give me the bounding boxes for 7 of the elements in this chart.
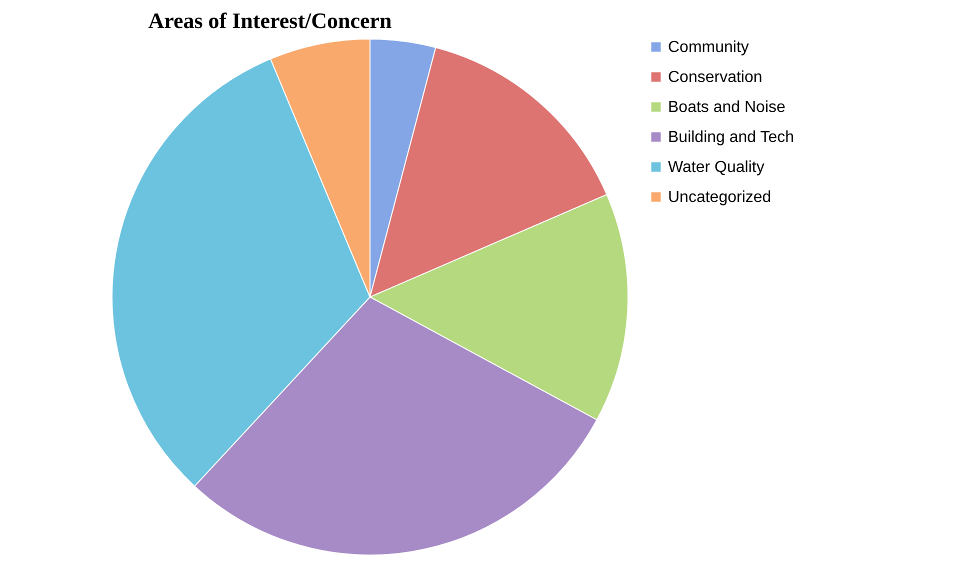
legend-label: Community	[668, 39, 749, 56]
legend-label: Boats and Noise	[668, 99, 786, 116]
legend-label: Uncategorized	[668, 189, 772, 206]
legend-label: Conservation	[668, 69, 762, 86]
legend-label: Building and Tech	[668, 129, 794, 146]
legend-label: Water Quality	[668, 159, 764, 176]
chart-title: Areas of Interest/Concern	[148, 8, 392, 33]
